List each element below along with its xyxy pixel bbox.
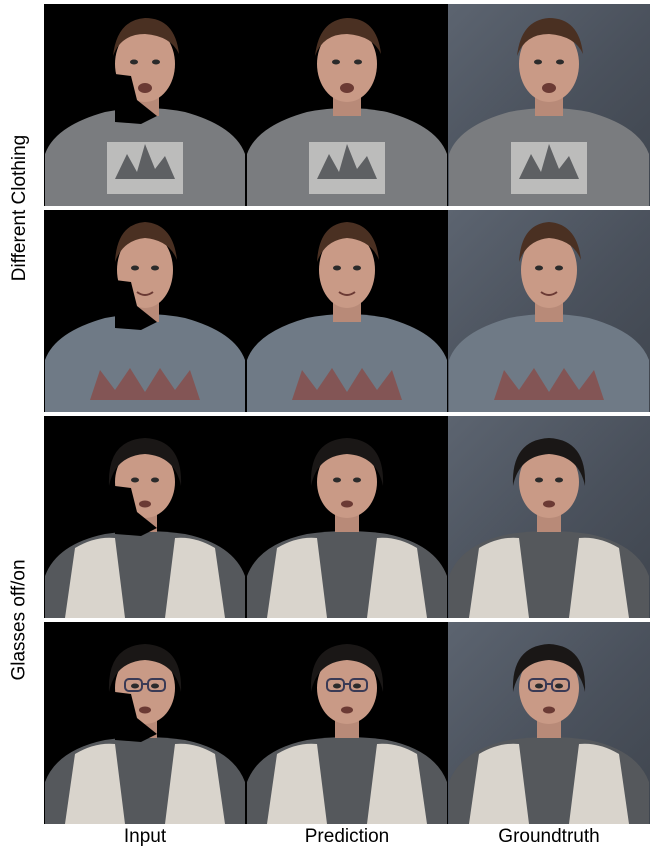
row4-prediction-image bbox=[246, 622, 448, 824]
row4-input-image bbox=[44, 622, 246, 824]
row1-input-image bbox=[44, 4, 246, 206]
row1-groundtruth-image bbox=[448, 4, 650, 206]
row1-prediction-image bbox=[246, 4, 448, 206]
row2-groundtruth-image bbox=[448, 210, 650, 412]
row3-prediction-image bbox=[246, 416, 448, 618]
row4-groundtruth-image bbox=[448, 622, 650, 824]
row2-input-image bbox=[44, 210, 246, 412]
column-label-input: Input bbox=[123, 826, 167, 847]
row-label-glasses: Glasses off/on bbox=[9, 559, 31, 681]
row2-prediction-image bbox=[246, 210, 448, 412]
column-label-prediction: Prediction bbox=[304, 826, 390, 847]
row-label-different-clothing: Different Clothing bbox=[9, 134, 31, 282]
row3-groundtruth-image bbox=[448, 416, 650, 618]
column-label-groundtruth: Groundtruth bbox=[498, 826, 600, 847]
row3-input-image bbox=[44, 416, 246, 618]
